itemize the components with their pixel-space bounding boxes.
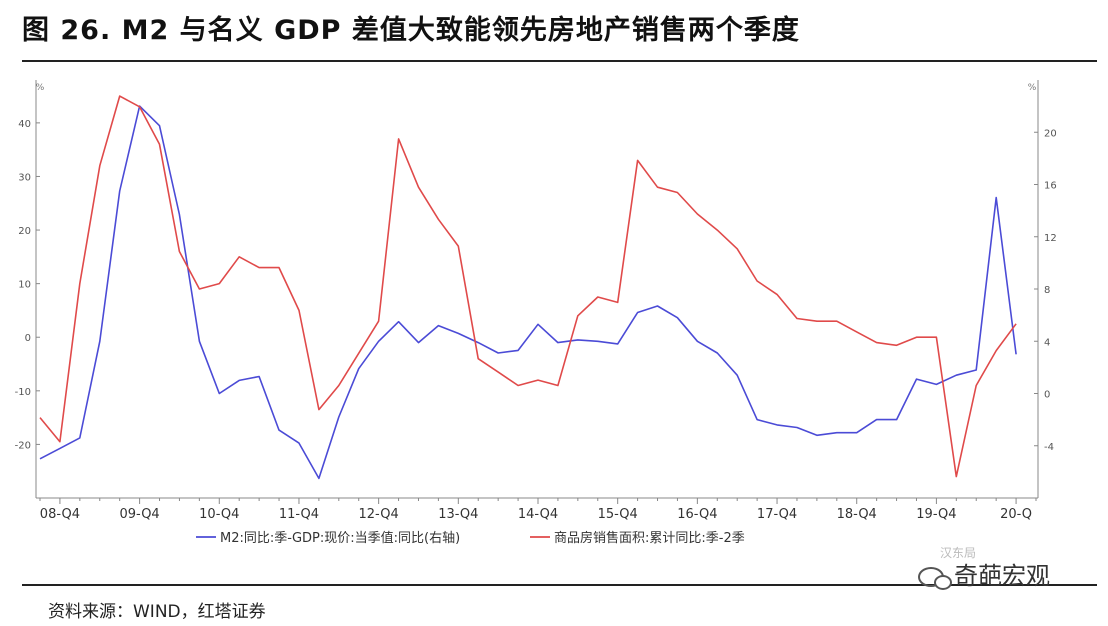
wechat-icon xyxy=(918,567,952,590)
right-axis: % 20 16 12 8 4 0 -4 xyxy=(1028,83,1057,453)
plot-frame xyxy=(35,80,1039,499)
x-axis-tick-label: 08-Q4 xyxy=(40,507,80,522)
left-axis-tick-label: 40 xyxy=(18,119,31,130)
right-axis-unit-label: % xyxy=(1028,83,1037,93)
series-layer xyxy=(39,95,1017,480)
series-line-housing-sales xyxy=(39,95,1017,478)
right-axis-tick-label: 4 xyxy=(1044,337,1050,348)
x-axis-tick-label: 17-Q4 xyxy=(757,507,797,522)
left-axis-unit-label: % xyxy=(36,83,45,93)
title-divider xyxy=(22,60,1097,62)
right-axis-tick-label: 20 xyxy=(1044,128,1057,139)
series-line-m2-minus-gdp xyxy=(39,105,1017,480)
right-axis-tick-label: -4 xyxy=(1044,442,1054,453)
x-axis-tick-label: 09-Q4 xyxy=(119,507,159,522)
x-axis-tick-label: 11-Q4 xyxy=(279,507,319,522)
x-axis-tick-label: 16-Q4 xyxy=(677,507,717,522)
right-axis-tick-label: 12 xyxy=(1044,233,1057,244)
watermark-text: 奇葩宏观 xyxy=(954,562,1050,590)
left-axis-tick-label: 10 xyxy=(18,280,31,291)
left-axis: % 40 30 20 10 0 -10 -20 xyxy=(15,83,45,451)
right-axis-tick-label: 8 xyxy=(1044,285,1050,296)
legend-label: 商品房销售面积:累计同比:季-2季 xyxy=(554,530,745,546)
x-axis-tick-label: 20-Q xyxy=(1000,507,1032,522)
legend: M2:同比:季-GDP:现价:当季值:同比(右轴) 商品房销售面积:累计同比:季-… xyxy=(196,530,745,546)
x-axis-tick-label: 19-Q4 xyxy=(916,507,956,522)
legend-label: M2:同比:季-GDP:现价:当季值:同比(右轴) xyxy=(220,530,460,546)
left-axis-tick-label: 30 xyxy=(18,172,31,183)
x-axis-tick-label: 15-Q4 xyxy=(598,507,638,522)
page-title: 图 26. M2 与名义 GDP 差值大致能领先房地产销售两个季度 xyxy=(22,15,800,46)
left-axis-tick-label: -20 xyxy=(15,440,31,451)
right-axis-tick-label: 0 xyxy=(1044,390,1050,401)
source-note: 资料来源：WIND，红塔证券 xyxy=(48,602,266,622)
x-axis-tick-label: 12-Q4 xyxy=(359,507,399,522)
watermark: 汉东局 奇葩宏观 xyxy=(918,546,1050,591)
left-axis-tick-label: 20 xyxy=(18,226,31,237)
watermark-faint-text: 汉东局 xyxy=(940,546,977,560)
right-axis-tick-label: 16 xyxy=(1044,181,1057,192)
x-axis: 08-Q4 09-Q4 10-Q4 11-Q4 12-Q4 13-Q4 14-Q4 15-Q4… xyxy=(39,498,1037,522)
left-axis-tick-label: 0 xyxy=(25,333,31,344)
footer-divider xyxy=(22,584,1097,586)
left-axis-tick-label: -10 xyxy=(15,387,31,398)
x-axis-tick-label: 14-Q4 xyxy=(518,507,558,522)
x-axis-tick-label: 10-Q4 xyxy=(199,507,239,522)
x-axis-tick-label: 13-Q4 xyxy=(438,507,478,522)
x-axis-tick-label: 18-Q4 xyxy=(837,507,877,522)
